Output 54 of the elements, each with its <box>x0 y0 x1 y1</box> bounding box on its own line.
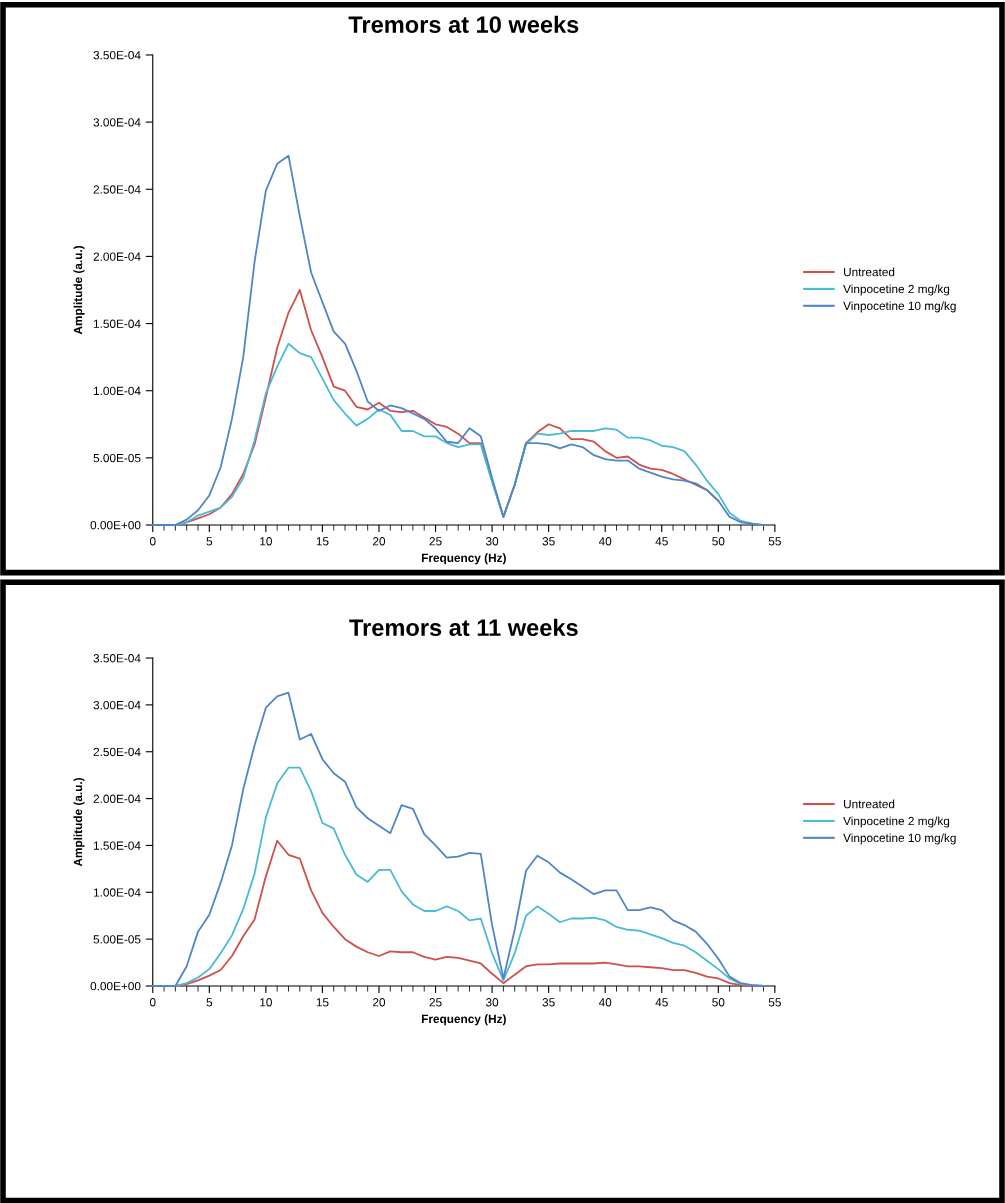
x-tick-label: 40 <box>598 537 612 546</box>
y-axis-title: Amplitude (a.u.) <box>73 778 85 867</box>
x-tick-label: 30 <box>485 998 499 1007</box>
legend-label: Vinpocetine 2 mg/kg <box>843 284 950 296</box>
y-axis-title: Amplitude (a.u.) <box>73 245 85 335</box>
line-series <box>151 154 765 526</box>
y-tick-label: 2.50E-04 <box>93 185 141 194</box>
x-tick-label: 20 <box>373 998 386 1007</box>
y-tick-label: 1.50E-04 <box>93 841 141 850</box>
x-tick-label: 10 <box>260 537 272 546</box>
y-tick-label: 1.50E-04 <box>93 319 141 328</box>
x-tick-label: 55 <box>768 537 781 546</box>
y-tick-label: 3.00E-04 <box>93 700 141 710</box>
x-axis-title: Frequency (Hz) <box>421 553 506 565</box>
x-tick-label: 45 <box>655 998 668 1007</box>
x-tick-label: 15 <box>316 537 329 546</box>
x-tick-label: 35 <box>542 537 555 546</box>
x-tick-label: 50 <box>712 998 725 1007</box>
y-tick-label: 1.00E-04 <box>93 888 141 897</box>
x-tick-label: 25 <box>429 998 442 1007</box>
y-tick-label: 3.00E-04 <box>93 118 141 127</box>
x-tick-label: 40 <box>598 998 612 1007</box>
y-tick-label: 1.00E-04 <box>93 386 141 396</box>
y-tick-label: 3.50E-04 <box>93 51 141 60</box>
legend-label: Untreated <box>844 267 895 277</box>
x-tick-label: 55 <box>768 998 781 1007</box>
x-tick-label: 30 <box>485 537 499 546</box>
legend-label: Untreated <box>844 799 895 809</box>
legend-label: Vinpocetine 10 mg/kg <box>843 301 956 313</box>
y-tick-label: 0.00E+00 <box>90 521 141 530</box>
legend-label: Vinpocetine 2 mg/kg <box>843 816 950 828</box>
x-tick-label: 5 <box>206 998 213 1007</box>
y-tick-label: 5.00E-05 <box>93 453 141 463</box>
x-tick-label: 0 <box>149 537 156 546</box>
x-tick-label: 0 <box>149 998 156 1007</box>
line-series <box>151 691 765 987</box>
legend-label: Vinpocetine 10 mg/kg <box>843 833 956 845</box>
y-tick-label: 2.50E-04 <box>93 747 141 757</box>
x-tick-label: 15 <box>316 998 329 1007</box>
x-tick-label: 45 <box>655 537 668 546</box>
x-tick-label: 35 <box>542 998 555 1007</box>
y-tick-label: 0.00E+00 <box>90 982 141 991</box>
y-tick-label: 3.50E-04 <box>93 654 141 663</box>
chart-title: Tremors at 11 weeks <box>349 618 578 637</box>
x-tick-label: 10 <box>260 998 272 1007</box>
y-tick-label: 5.00E-05 <box>93 935 141 944</box>
x-axis-title: Frequency (Hz) <box>421 1014 506 1026</box>
x-tick-label: 20 <box>373 537 386 546</box>
x-tick-label: 25 <box>429 537 442 546</box>
y-tick-label: 2.00E-04 <box>93 794 141 803</box>
x-tick-label: 50 <box>712 537 725 546</box>
y-tick-label: 2.00E-04 <box>93 252 141 261</box>
x-tick-label: 5 <box>206 537 213 546</box>
chart-title: Tremors at 10 weeks <box>348 15 579 33</box>
